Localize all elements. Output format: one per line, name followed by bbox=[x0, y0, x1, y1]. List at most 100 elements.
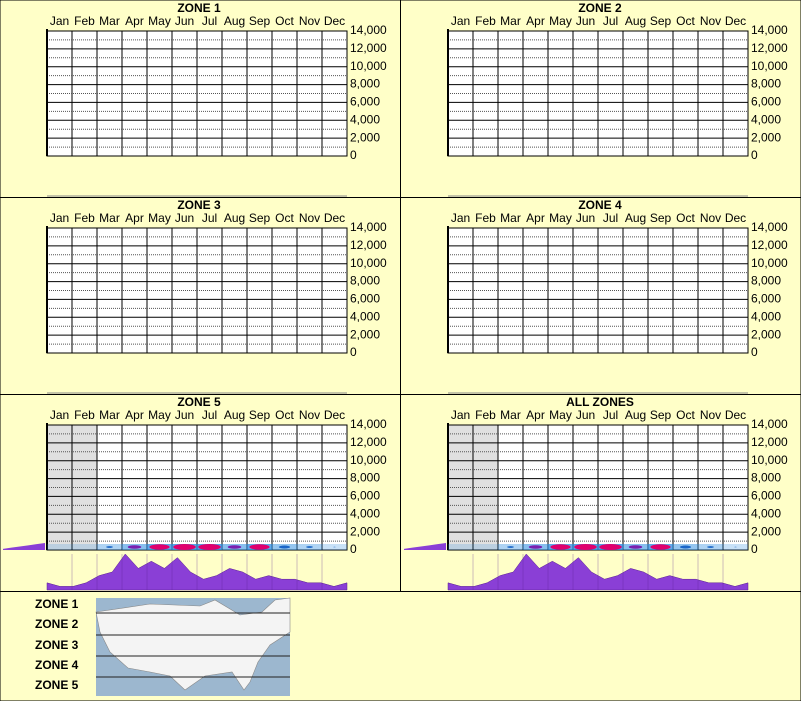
x-tick-label: Mar bbox=[500, 14, 521, 28]
y-tick-label: 12,000 bbox=[751, 238, 788, 252]
surface-profile bbox=[3, 543, 45, 550]
y-tick-label: 6,000 bbox=[350, 292, 380, 306]
x-tick-label: Apr bbox=[526, 211, 545, 225]
x-tick-label: Mar bbox=[99, 211, 120, 225]
chart-title: ZONE 1 bbox=[177, 1, 221, 15]
x-tick-label: May bbox=[549, 211, 572, 225]
x-tick-label: Feb bbox=[74, 408, 95, 422]
x-tick-label: Mar bbox=[500, 408, 521, 422]
y-tick-label: 4,000 bbox=[350, 506, 380, 520]
surface-core bbox=[227, 545, 242, 549]
x-tick-label: Feb bbox=[74, 14, 95, 28]
surface-core bbox=[628, 545, 643, 549]
x-tick-label: Apr bbox=[125, 14, 144, 28]
x-tick-label: Dec bbox=[725, 14, 746, 28]
x-tick-label: Mar bbox=[99, 14, 120, 28]
x-tick-label: Jan bbox=[50, 211, 69, 225]
y-tick-label: 2,000 bbox=[350, 327, 380, 341]
chart-title: ALL ZONES bbox=[566, 395, 634, 409]
chart-title: ZONE 2 bbox=[578, 1, 622, 15]
y-tick-label: 14,000 bbox=[751, 220, 788, 234]
x-tick-label: Dec bbox=[324, 408, 345, 422]
surface-band bbox=[473, 544, 498, 550]
x-tick-label: Jul bbox=[202, 408, 217, 422]
zone-label: ZONE 3 bbox=[35, 638, 79, 652]
x-tick-label: Oct bbox=[275, 211, 294, 225]
y-tick-label: 10,000 bbox=[751, 256, 788, 270]
chart-title: ZONE 5 bbox=[177, 395, 221, 409]
y-tick-label: 14,000 bbox=[350, 23, 387, 37]
x-tick-label: Jan bbox=[50, 408, 69, 422]
y-tick-label: 8,000 bbox=[751, 274, 781, 288]
zone-label: ZONE 1 bbox=[35, 597, 79, 611]
y-tick-label: 6,000 bbox=[751, 292, 781, 306]
y-tick-label: 8,000 bbox=[751, 471, 781, 485]
y-tick-label: 4,000 bbox=[350, 309, 380, 323]
surface-core bbox=[650, 544, 671, 550]
y-tick-label: 4,000 bbox=[751, 309, 781, 323]
chart-panel: ALL ZONES Jan Feb Mar Apr May Jun Jul Aug Sep Oct N… bbox=[404, 395, 788, 591]
x-tick-label: Mar bbox=[99, 408, 120, 422]
x-tick-label: Jul bbox=[202, 14, 217, 28]
x-tick-label: Apr bbox=[125, 211, 144, 225]
no-data-shade bbox=[72, 425, 97, 550]
y-tick-label: 4,000 bbox=[751, 506, 781, 520]
chart-panel: ZONE 2 Jan Feb Mar Apr May Jun Jul Aug Sep Oct Nov D… bbox=[447, 1, 788, 197]
y-tick-label: 4,000 bbox=[350, 112, 380, 126]
surface-core bbox=[198, 544, 221, 550]
x-tick-label: Nov bbox=[700, 14, 721, 28]
x-tick-label: Jul bbox=[603, 211, 618, 225]
x-tick-label: Oct bbox=[676, 408, 695, 422]
x-tick-label: Dec bbox=[324, 211, 345, 225]
chart-title: ZONE 4 bbox=[578, 198, 622, 212]
x-tick-label: Aug bbox=[224, 211, 245, 225]
x-tick-label: May bbox=[148, 14, 171, 28]
surface-core bbox=[278, 545, 291, 549]
y-tick-label: 8,000 bbox=[350, 77, 380, 91]
x-tick-label: Jun bbox=[576, 408, 595, 422]
surface-core bbox=[507, 546, 514, 548]
surface-core bbox=[528, 545, 543, 549]
x-tick-label: Mar bbox=[500, 211, 521, 225]
y-tick-label: 0 bbox=[350, 148, 357, 162]
x-tick-label: Dec bbox=[324, 14, 345, 28]
x-tick-label: Nov bbox=[299, 14, 320, 28]
zone-map bbox=[95, 597, 291, 696]
x-tick-label: Nov bbox=[299, 408, 320, 422]
y-tick-label: 10,000 bbox=[751, 59, 788, 73]
y-tick-label: 14,000 bbox=[350, 220, 387, 234]
y-tick-label: 8,000 bbox=[350, 274, 380, 288]
y-tick-label: 2,000 bbox=[751, 524, 781, 538]
x-tick-label: Jul bbox=[603, 408, 618, 422]
x-tick-label: Jan bbox=[451, 408, 470, 422]
x-tick-label: Dec bbox=[725, 211, 746, 225]
x-tick-label: Nov bbox=[700, 211, 721, 225]
x-tick-label: Jun bbox=[175, 408, 194, 422]
x-tick-label: Sep bbox=[650, 408, 672, 422]
x-tick-label: May bbox=[549, 408, 572, 422]
x-tick-label: Jun bbox=[175, 14, 194, 28]
x-tick-label: Sep bbox=[249, 211, 271, 225]
surface-core bbox=[574, 544, 597, 550]
x-tick-label: Oct bbox=[275, 408, 294, 422]
y-tick-label: 2,000 bbox=[751, 327, 781, 341]
y-tick-label: 6,000 bbox=[350, 95, 380, 109]
x-tick-label: Sep bbox=[650, 14, 672, 28]
x-tick-label: Apr bbox=[526, 408, 545, 422]
x-tick-label: Feb bbox=[475, 14, 496, 28]
x-tick-label: Jun bbox=[175, 211, 194, 225]
x-tick-label: Sep bbox=[249, 14, 271, 28]
x-tick-label: May bbox=[148, 211, 171, 225]
y-tick-label: 10,000 bbox=[350, 256, 387, 270]
y-tick-label: 14,000 bbox=[751, 23, 788, 37]
surface-band bbox=[47, 544, 72, 550]
y-tick-label: 0 bbox=[751, 345, 758, 359]
y-tick-label: 12,000 bbox=[350, 238, 387, 252]
x-tick-label: Oct bbox=[275, 14, 294, 28]
y-tick-label: 10,000 bbox=[350, 453, 387, 467]
y-tick-label: 14,000 bbox=[751, 417, 788, 431]
x-tick-label: Jun bbox=[576, 211, 595, 225]
surface-core bbox=[550, 544, 571, 550]
y-tick-label: 2,000 bbox=[350, 524, 380, 538]
